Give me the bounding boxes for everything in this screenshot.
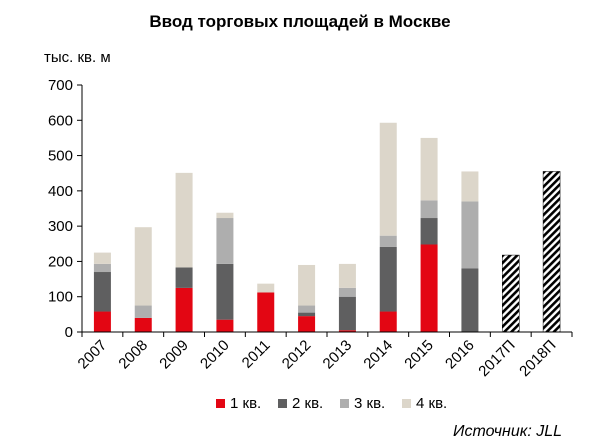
bar-segment xyxy=(298,316,316,332)
legend-label: 3 кв. xyxy=(354,395,385,412)
bar-segment xyxy=(338,330,356,332)
bar-segment xyxy=(379,311,397,332)
legend-label: 4 кв. xyxy=(416,395,447,412)
x-tick-label: 2013 xyxy=(320,337,356,373)
bar-segment xyxy=(134,227,152,306)
bar-segment xyxy=(216,263,234,320)
x-tick-label: 2012 xyxy=(279,337,315,373)
y-axis: 0 100 200 300 400 500 600 700 xyxy=(48,77,82,341)
source-note: Источник: JLL xyxy=(453,423,562,440)
y-tick-label: 400 xyxy=(48,183,73,200)
legend-swatch xyxy=(216,399,225,408)
bar-segment xyxy=(420,218,438,245)
x-tick-label: 2010 xyxy=(197,337,233,373)
bar-segment xyxy=(257,292,275,332)
bar-segment xyxy=(134,317,152,332)
legend-label: 1 кв. xyxy=(230,395,261,412)
bar-segment xyxy=(93,311,111,332)
bar-segment xyxy=(175,287,193,332)
bar-segment xyxy=(216,218,234,264)
y-tick-label: 500 xyxy=(48,148,73,165)
x-tick-label: 2016 xyxy=(442,337,478,373)
x-tick-label: 2014 xyxy=(360,337,396,373)
x-tick-label: 2009 xyxy=(156,337,192,373)
bar-segment xyxy=(461,171,479,202)
bar-segment xyxy=(420,137,438,201)
bar-segment xyxy=(420,244,438,332)
bar-segment xyxy=(175,267,193,288)
bar-segment xyxy=(420,200,438,219)
forecast-bar xyxy=(502,254,520,333)
bar-segment xyxy=(93,263,111,273)
bars xyxy=(93,122,561,333)
y-tick-label: 700 xyxy=(48,77,73,94)
legend-label: 2 кв. xyxy=(292,395,323,412)
legend-swatch xyxy=(340,399,349,408)
y-tick-label: 300 xyxy=(48,218,73,235)
bar-segment xyxy=(338,296,356,331)
bar-segment xyxy=(338,263,356,288)
y-tick-label: 0 xyxy=(65,324,73,341)
bar-segment xyxy=(298,264,316,306)
bar-segment xyxy=(298,305,316,313)
bar-segment xyxy=(461,268,479,332)
x-tick-label: 2007 xyxy=(75,337,111,373)
bar-segment xyxy=(379,246,397,312)
bar-segment xyxy=(216,319,234,332)
forecast-bar xyxy=(542,171,561,333)
y-axis-label: тыс. кв. м xyxy=(44,49,111,66)
x-tick-label: 2018П xyxy=(516,337,559,380)
bar-segment xyxy=(175,172,193,268)
bar-segment xyxy=(379,122,397,236)
y-tick-label: 200 xyxy=(48,253,73,270)
x-tick-label: 2011 xyxy=(239,337,274,372)
chart-title: Ввод торговых площадей в Москве xyxy=(149,12,450,31)
legend-swatch xyxy=(402,399,411,408)
x-tick-label: 2015 xyxy=(401,337,437,373)
x-tick-label: 2008 xyxy=(115,337,151,373)
y-tick-label: 600 xyxy=(48,112,73,129)
y-tick-label: 100 xyxy=(48,289,73,306)
bar-segment xyxy=(338,287,356,297)
bar-segment xyxy=(93,272,111,312)
bar-segment xyxy=(257,283,275,293)
bar-segment xyxy=(298,312,316,317)
bar-segment xyxy=(134,305,152,318)
legend: 1 кв. 2 кв. 3 кв. 4 кв. xyxy=(216,395,447,412)
legend-swatch xyxy=(278,399,287,408)
x-axis: 2007 2008 2009 2010 2011 2012 2013 2014 2015 2016… xyxy=(75,332,573,380)
bar-segment xyxy=(461,201,479,269)
bar-segment xyxy=(379,235,397,247)
x-tick-label: 2017П xyxy=(475,337,518,380)
bar-segment xyxy=(216,212,234,219)
bar-segment xyxy=(93,252,111,264)
